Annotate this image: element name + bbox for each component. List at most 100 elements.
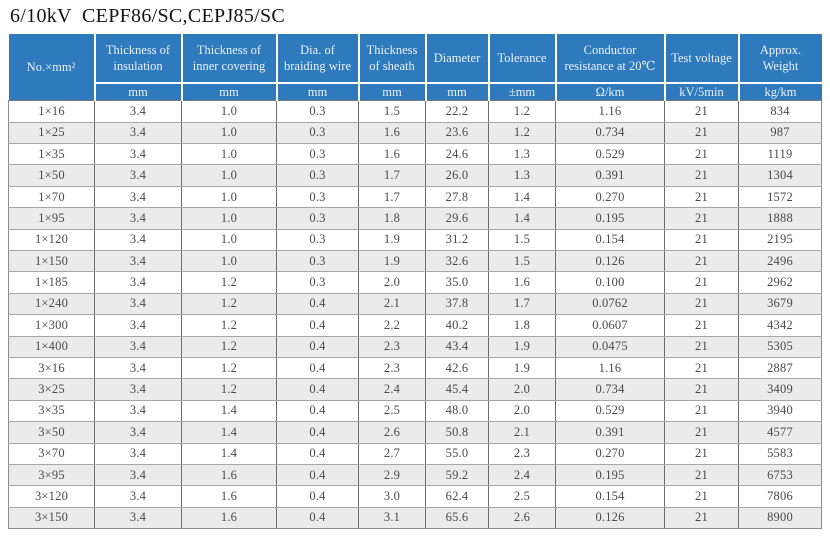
row-label-cell: 3×95 bbox=[8, 463, 95, 487]
value-cell: 65.6 bbox=[425, 506, 489, 530]
value-cell: 23.6 bbox=[425, 121, 489, 145]
value-cell: 1572 bbox=[738, 185, 822, 209]
value-cell: 1.2 bbox=[181, 314, 277, 337]
value-cell: 21 bbox=[664, 442, 739, 465]
value-cell: 21 bbox=[664, 463, 739, 487]
table-row: 1×25 3.4 1.0 0.3 1.6 23.6 1.2 0.734 21 987 bbox=[8, 121, 822, 145]
value-cell: 3940 bbox=[738, 399, 822, 423]
value-cell: 1.6 bbox=[181, 485, 277, 508]
value-cell: 0.3 bbox=[276, 164, 359, 187]
value-cell: 1.9 bbox=[358, 228, 426, 251]
value-cell: 0.734 bbox=[555, 378, 665, 401]
value-cell: 1.9 bbox=[488, 335, 556, 358]
table-row: 1×150 3.4 1.0 0.3 1.9 32.6 1.5 0.126 21 2496 bbox=[8, 249, 822, 273]
value-cell: 1.0 bbox=[181, 143, 277, 166]
column-header-5: Diameter bbox=[424, 34, 490, 84]
value-cell: 21 bbox=[664, 335, 739, 358]
value-cell: 0.4 bbox=[276, 506, 359, 530]
value-cell: 0.4 bbox=[276, 292, 359, 316]
value-cell: 1.7 bbox=[488, 292, 556, 316]
row-label-cell: 3×150 bbox=[8, 506, 95, 530]
row-label-cell: 3×16 bbox=[8, 356, 95, 380]
value-cell: 1119 bbox=[738, 143, 822, 166]
value-cell: 3.4 bbox=[94, 249, 182, 273]
row-label-cell: 3×25 bbox=[8, 378, 95, 401]
value-cell: 21 bbox=[664, 185, 739, 209]
value-cell: 1.6 bbox=[358, 143, 426, 166]
value-cell: 1.5 bbox=[358, 100, 426, 123]
value-cell: 0.4 bbox=[276, 335, 359, 358]
value-cell: 2.3 bbox=[358, 356, 426, 380]
value-cell: 2887 bbox=[738, 356, 822, 380]
value-cell: 1.2 bbox=[181, 378, 277, 401]
value-cell: 0.391 bbox=[555, 421, 665, 444]
value-cell: 45.4 bbox=[425, 378, 489, 401]
value-cell: 0.4 bbox=[276, 314, 359, 337]
value-cell: 21 bbox=[664, 100, 739, 123]
unit-header-1: mm bbox=[93, 82, 183, 102]
value-cell: 3.4 bbox=[94, 442, 182, 465]
value-cell: 29.6 bbox=[425, 207, 489, 230]
unit-header-9: kg/km bbox=[737, 82, 822, 102]
table-row: 1×16 3.4 1.0 0.3 1.5 22.2 1.2 1.16 21 834 bbox=[8, 100, 822, 123]
value-cell: 42.6 bbox=[425, 356, 489, 380]
value-cell: 1.0 bbox=[181, 249, 277, 273]
value-cell: 21 bbox=[664, 356, 739, 380]
value-cell: 0.126 bbox=[555, 506, 665, 530]
row-label-cell: 1×300 bbox=[8, 314, 95, 337]
unit-header-8: kV/5min bbox=[663, 82, 740, 102]
value-cell: 0.529 bbox=[555, 143, 665, 166]
value-cell: 31.2 bbox=[425, 228, 489, 251]
value-cell: 1.0 bbox=[181, 185, 277, 209]
value-cell: 0.3 bbox=[276, 271, 359, 294]
value-cell: 1.6 bbox=[488, 271, 556, 294]
table-row: 1×50 3.4 1.0 0.3 1.7 26.0 1.3 0.391 21 1304 bbox=[8, 164, 822, 187]
row-label-cell: 1×150 bbox=[8, 249, 95, 273]
value-cell: 1.6 bbox=[358, 121, 426, 145]
value-cell: 3.4 bbox=[94, 228, 182, 251]
unit-header-4: mm bbox=[357, 82, 427, 102]
value-cell: 2.4 bbox=[358, 378, 426, 401]
row-label-cell: 3×70 bbox=[8, 442, 95, 465]
value-cell: 3.4 bbox=[94, 399, 182, 423]
value-cell: 1.0 bbox=[181, 100, 277, 123]
value-cell: 1.2 bbox=[181, 271, 277, 294]
value-cell: 5583 bbox=[738, 442, 822, 465]
value-cell: 1.8 bbox=[488, 314, 556, 337]
value-cell: 1.8 bbox=[358, 207, 426, 230]
value-cell: 2.6 bbox=[358, 421, 426, 444]
value-cell: 0.4 bbox=[276, 485, 359, 508]
table-row: 1×240 3.4 1.2 0.4 2.1 37.8 1.7 0.0762 21 3679 bbox=[8, 292, 822, 316]
value-cell: 0.0762 bbox=[555, 292, 665, 316]
value-cell: 1.2 bbox=[181, 335, 277, 358]
value-cell: 8900 bbox=[738, 506, 822, 530]
table-row: 1×185 3.4 1.2 0.3 2.0 35.0 1.6 0.100 21 2962 bbox=[8, 271, 822, 294]
value-cell: 21 bbox=[664, 421, 739, 444]
value-cell: 21 bbox=[664, 292, 739, 316]
row-label-cell: 1×25 bbox=[8, 121, 95, 145]
table-row: 1×120 3.4 1.0 0.3 1.9 31.2 1.5 0.154 21 2195 bbox=[8, 228, 822, 251]
value-cell: 7806 bbox=[738, 485, 822, 508]
value-cell: 2.7 bbox=[358, 442, 426, 465]
value-cell: 1.9 bbox=[488, 356, 556, 380]
column-header-1: Thickness of insulation bbox=[93, 34, 183, 84]
value-cell: 0.3 bbox=[276, 228, 359, 251]
page-title: 6/10kV CEPF86/SC,CEPJ85/SC bbox=[10, 5, 286, 27]
value-cell: 1.0 bbox=[181, 228, 277, 251]
row-label-cell: 1×240 bbox=[8, 292, 95, 316]
value-cell: 21 bbox=[664, 378, 739, 401]
value-cell: 0.3 bbox=[276, 185, 359, 209]
table-row: 3×25 3.4 1.2 0.4 2.4 45.4 2.0 0.734 21 3409 bbox=[8, 378, 822, 401]
value-cell: 3.4 bbox=[94, 143, 182, 166]
value-cell: 1.3 bbox=[488, 143, 556, 166]
row-label-cell: 1×120 bbox=[8, 228, 95, 251]
value-cell: 32.6 bbox=[425, 249, 489, 273]
value-cell: 834 bbox=[738, 100, 822, 123]
table-row: 1×70 3.4 1.0 0.3 1.7 27.8 1.4 0.270 21 1572 bbox=[8, 185, 822, 209]
value-cell: 2.6 bbox=[488, 506, 556, 530]
value-cell: 1.0 bbox=[181, 207, 277, 230]
value-cell: 1.7 bbox=[358, 185, 426, 209]
value-cell: 0.3 bbox=[276, 121, 359, 145]
value-cell: 0.3 bbox=[276, 207, 359, 230]
value-cell: 0.4 bbox=[276, 378, 359, 401]
